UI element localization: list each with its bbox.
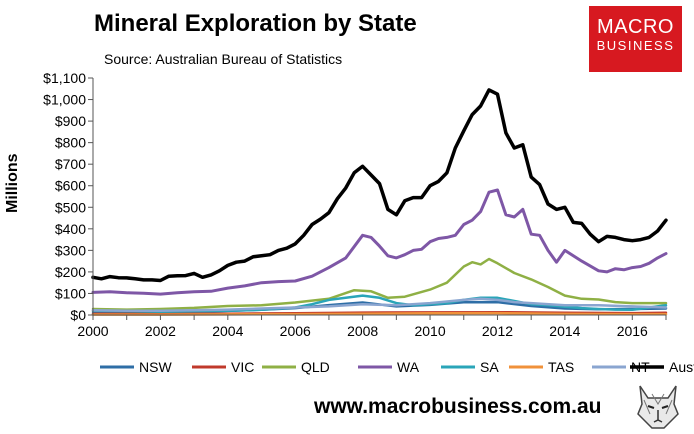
series-line-aust: [91, 88, 668, 283]
brand-line-1: MACRO: [597, 16, 674, 38]
y-tick-label: $900: [55, 113, 86, 129]
y-tick-label: $1,100: [43, 70, 86, 86]
wolf-head-icon: [637, 385, 679, 429]
legend-label-vic: VIC: [231, 359, 254, 375]
x-tick-label: 2008: [347, 323, 378, 339]
chart-title: Mineral Exploration by State: [94, 10, 417, 37]
legend-label-sa: SA: [480, 359, 499, 375]
y-tick-label: $200: [55, 264, 86, 280]
legend-label-aust: Aust: [669, 359, 694, 375]
legend-label-wa: WA: [397, 359, 420, 375]
x-tick-label: 2016: [617, 323, 648, 339]
series-layer: [91, 88, 668, 316]
axes-layer: $0 $100 $200 $300 $400 $500 $600 $700 $800 $900 $1…: [43, 70, 667, 339]
x-tick-label: 2000: [77, 323, 108, 339]
y-tick-label: $700: [55, 156, 86, 172]
y-tick-label: $300: [55, 242, 86, 258]
x-tick-label: 2014: [549, 323, 580, 339]
y-tick-label: $400: [55, 221, 86, 237]
brand-line-2: BUSINESS: [596, 38, 675, 53]
brand-logo: MACRO BUSINESS: [589, 6, 682, 72]
y-tick-label: $500: [55, 199, 86, 215]
series-line-qld: [91, 257, 668, 311]
legend-label-tas: TAS: [548, 359, 574, 375]
chart-subtitle: Source: Australian Bureau of Statistics: [104, 51, 343, 67]
legend: NSWVICQLDWASATASNTAust: [100, 359, 694, 375]
x-tick-label: 2010: [414, 323, 445, 339]
x-tick-label: 2004: [212, 323, 243, 339]
legend-label-qld: QLD: [301, 359, 330, 375]
website-url: www.macrobusiness.com.au: [314, 395, 602, 418]
x-tick-label: 2012: [482, 323, 513, 339]
y-tick-label: $0: [70, 307, 86, 323]
series-line-tas: [91, 311, 668, 316]
y-tick-label: $800: [55, 135, 86, 151]
series-line-nt: [91, 297, 668, 312]
y-tick-label: $1,000: [43, 92, 86, 108]
legend-label-nsw: NSW: [139, 359, 172, 375]
x-tick-label: 2002: [145, 323, 176, 339]
y-tick-label: $600: [55, 178, 86, 194]
y-tick-label: $100: [55, 285, 86, 301]
series-line-wa: [91, 188, 668, 296]
x-tick-label: 2006: [280, 323, 311, 339]
